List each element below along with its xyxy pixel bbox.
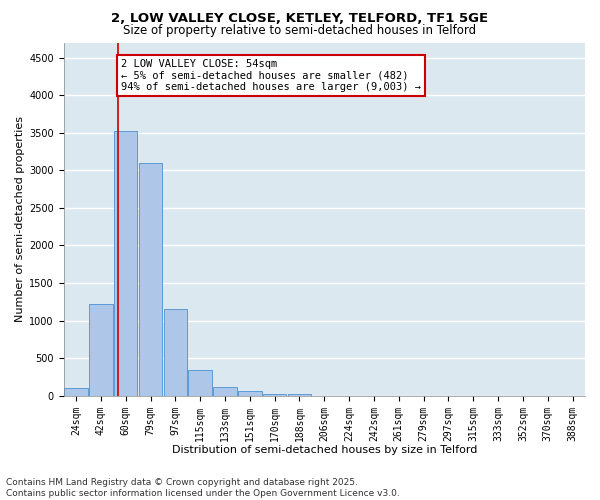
Bar <box>188 370 212 396</box>
Bar <box>89 304 113 396</box>
Bar <box>263 394 286 396</box>
Bar <box>139 163 163 396</box>
Y-axis label: Number of semi-detached properties: Number of semi-detached properties <box>15 116 25 322</box>
Bar <box>114 131 137 396</box>
Bar <box>238 392 262 396</box>
Text: Contains HM Land Registry data © Crown copyright and database right 2025.
Contai: Contains HM Land Registry data © Crown c… <box>6 478 400 498</box>
Text: 2, LOW VALLEY CLOSE, KETLEY, TELFORD, TF1 5GE: 2, LOW VALLEY CLOSE, KETLEY, TELFORD, TF… <box>112 12 488 26</box>
Bar <box>288 394 311 396</box>
X-axis label: Distribution of semi-detached houses by size in Telford: Distribution of semi-detached houses by … <box>172 445 477 455</box>
Text: Size of property relative to semi-detached houses in Telford: Size of property relative to semi-detach… <box>124 24 476 37</box>
Bar <box>213 387 237 396</box>
Text: 2 LOW VALLEY CLOSE: 54sqm
← 5% of semi-detached houses are smaller (482)
94% of : 2 LOW VALLEY CLOSE: 54sqm ← 5% of semi-d… <box>121 59 421 92</box>
Bar <box>164 310 187 396</box>
Bar <box>64 388 88 396</box>
